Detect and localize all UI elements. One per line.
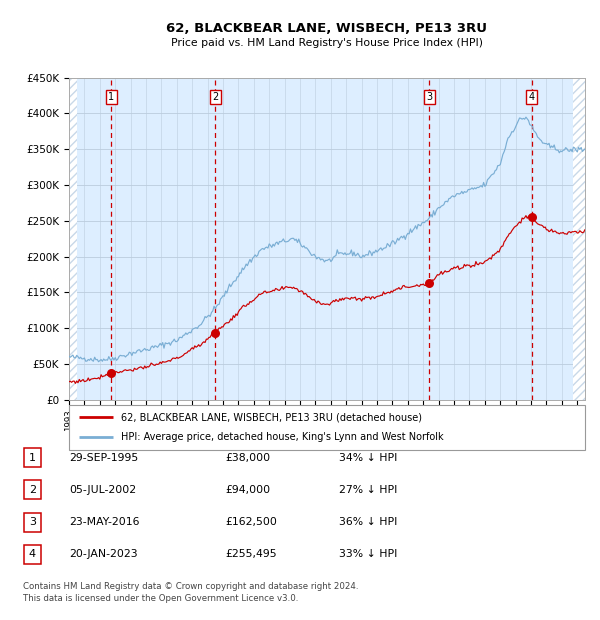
Text: 3: 3: [426, 92, 433, 102]
Text: 2: 2: [212, 92, 218, 102]
FancyBboxPatch shape: [24, 513, 41, 531]
FancyBboxPatch shape: [24, 545, 41, 564]
Text: 4: 4: [29, 549, 36, 559]
Text: Price paid vs. HM Land Registry's House Price Index (HPI): Price paid vs. HM Land Registry's House …: [171, 38, 483, 48]
Text: 29-SEP-1995: 29-SEP-1995: [69, 453, 138, 463]
Text: 27% ↓ HPI: 27% ↓ HPI: [339, 485, 397, 495]
Text: Contains HM Land Registry data © Crown copyright and database right 2024.
This d: Contains HM Land Registry data © Crown c…: [23, 582, 358, 603]
FancyBboxPatch shape: [69, 405, 585, 450]
Text: HPI: Average price, detached house, King's Lynn and West Norfolk: HPI: Average price, detached house, King…: [121, 432, 443, 442]
Text: £255,495: £255,495: [225, 549, 277, 559]
Text: 36% ↓ HPI: 36% ↓ HPI: [339, 517, 397, 527]
Text: £38,000: £38,000: [225, 453, 270, 463]
Text: 62, BLACKBEAR LANE, WISBECH, PE13 3RU (detached house): 62, BLACKBEAR LANE, WISBECH, PE13 3RU (d…: [121, 412, 422, 422]
Text: 1: 1: [108, 92, 115, 102]
Text: 34% ↓ HPI: 34% ↓ HPI: [339, 453, 397, 463]
Text: £162,500: £162,500: [225, 517, 277, 527]
Bar: [574, 78, 585, 400]
Text: 23-MAY-2016: 23-MAY-2016: [69, 517, 139, 527]
Text: 2: 2: [29, 485, 36, 495]
Text: 3: 3: [29, 517, 36, 527]
FancyBboxPatch shape: [24, 448, 41, 467]
Text: 4: 4: [529, 92, 535, 102]
Text: 1: 1: [29, 453, 36, 463]
Text: 33% ↓ HPI: 33% ↓ HPI: [339, 549, 397, 559]
Text: 62, BLACKBEAR LANE, WISBECH, PE13 3RU: 62, BLACKBEAR LANE, WISBECH, PE13 3RU: [167, 22, 487, 35]
Text: £94,000: £94,000: [225, 485, 270, 495]
Text: 20-JAN-2023: 20-JAN-2023: [69, 549, 137, 559]
Text: 05-JUL-2002: 05-JUL-2002: [69, 485, 136, 495]
FancyBboxPatch shape: [24, 480, 41, 499]
Bar: [69, 78, 77, 400]
